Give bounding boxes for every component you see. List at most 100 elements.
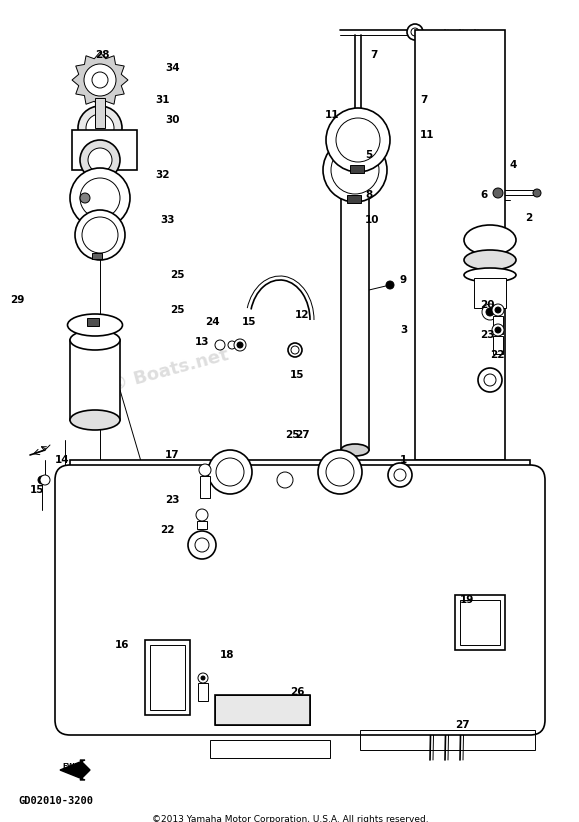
- Text: 5: 5: [365, 150, 372, 160]
- Circle shape: [318, 450, 362, 494]
- Bar: [87, 318, 99, 326]
- Circle shape: [40, 475, 50, 485]
- Bar: [350, 165, 364, 173]
- Circle shape: [486, 308, 494, 316]
- Bar: [360, 730, 535, 750]
- Circle shape: [394, 469, 406, 481]
- Ellipse shape: [464, 225, 516, 255]
- Text: 7: 7: [420, 95, 427, 105]
- Ellipse shape: [70, 330, 120, 350]
- Text: 15: 15: [30, 485, 45, 495]
- Text: 24: 24: [205, 317, 219, 327]
- Bar: [215, 695, 310, 725]
- Text: 4: 4: [510, 160, 518, 170]
- Circle shape: [411, 28, 419, 36]
- Circle shape: [188, 531, 216, 559]
- Text: 32: 32: [155, 170, 170, 180]
- Polygon shape: [60, 760, 90, 780]
- Text: FWD: FWD: [62, 763, 80, 769]
- Text: 28: 28: [95, 50, 109, 60]
- Text: 27: 27: [295, 430, 310, 440]
- Circle shape: [78, 106, 122, 150]
- Bar: [460, 600, 500, 645]
- Bar: [210, 740, 330, 758]
- Text: 22: 22: [160, 525, 174, 535]
- Circle shape: [228, 341, 236, 349]
- Bar: [347, 195, 361, 203]
- Text: ©2013 Yamaha Motor Corporation, U.S.A. All rights reserved.: ©2013 Yamaha Motor Corporation, U.S.A. A…: [152, 815, 428, 822]
- Bar: [198, 683, 208, 701]
- Bar: [70, 460, 530, 485]
- Text: 14: 14: [55, 455, 69, 465]
- Text: © Boats.net: © Boats.net: [109, 345, 231, 395]
- Circle shape: [288, 343, 302, 357]
- Circle shape: [82, 217, 118, 253]
- Ellipse shape: [464, 250, 516, 270]
- Ellipse shape: [464, 268, 516, 282]
- Circle shape: [291, 346, 299, 354]
- Circle shape: [237, 342, 243, 348]
- Text: 11: 11: [325, 110, 339, 120]
- FancyBboxPatch shape: [55, 465, 545, 735]
- Text: 27: 27: [455, 720, 470, 730]
- Text: 31: 31: [155, 95, 170, 105]
- Text: 29: 29: [10, 295, 24, 305]
- Text: 13: 13: [195, 337, 210, 347]
- Text: GD02010-3200: GD02010-3200: [18, 796, 93, 806]
- Circle shape: [493, 188, 503, 198]
- Circle shape: [482, 304, 498, 320]
- Text: 23: 23: [480, 330, 494, 340]
- Circle shape: [80, 178, 120, 218]
- Circle shape: [196, 509, 208, 521]
- Circle shape: [92, 72, 108, 88]
- Ellipse shape: [68, 314, 123, 336]
- Circle shape: [492, 324, 504, 336]
- Ellipse shape: [70, 410, 120, 430]
- Text: 3: 3: [400, 325, 407, 335]
- Text: 12: 12: [295, 310, 310, 320]
- Circle shape: [495, 327, 501, 333]
- Circle shape: [234, 339, 246, 351]
- Bar: [150, 645, 185, 710]
- Text: 9: 9: [400, 275, 407, 285]
- Text: © Boats.net: © Boats.net: [319, 525, 441, 575]
- Text: 10: 10: [365, 215, 379, 225]
- Text: 6: 6: [480, 190, 488, 200]
- Text: 15: 15: [290, 370, 305, 380]
- Text: 18: 18: [220, 650, 234, 660]
- Bar: [493, 316, 503, 334]
- Bar: [200, 476, 210, 498]
- Bar: [72, 130, 137, 170]
- Circle shape: [492, 304, 504, 316]
- Text: 25: 25: [170, 305, 185, 315]
- Ellipse shape: [341, 169, 369, 181]
- Circle shape: [484, 374, 496, 386]
- Circle shape: [80, 193, 90, 203]
- Text: 33: 33: [160, 215, 174, 225]
- Bar: [215, 695, 310, 725]
- Text: 25: 25: [285, 430, 299, 440]
- Text: 26: 26: [290, 687, 305, 697]
- Bar: [95, 98, 105, 128]
- Ellipse shape: [341, 444, 369, 456]
- Text: 2: 2: [525, 213, 532, 223]
- Polygon shape: [72, 52, 128, 108]
- Text: 11: 11: [420, 130, 434, 140]
- Circle shape: [199, 464, 211, 476]
- Circle shape: [478, 368, 502, 392]
- Circle shape: [495, 307, 501, 313]
- Bar: [493, 336, 503, 354]
- Circle shape: [38, 476, 46, 484]
- Text: 23: 23: [165, 495, 179, 505]
- Circle shape: [75, 210, 125, 260]
- Text: 15: 15: [242, 317, 256, 327]
- Text: 25: 25: [170, 270, 185, 280]
- Circle shape: [80, 140, 120, 180]
- Bar: [415, 30, 505, 460]
- Text: 17: 17: [165, 450, 179, 460]
- Circle shape: [208, 450, 252, 494]
- Circle shape: [326, 108, 390, 172]
- Bar: [70, 340, 120, 420]
- Circle shape: [326, 458, 354, 486]
- Bar: [341, 175, 369, 450]
